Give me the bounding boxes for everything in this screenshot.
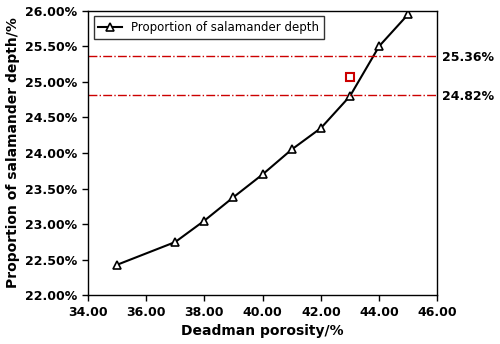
Proportion of salamander depth (347, 94, 353, 98)
Proportion of salamander depth (260, 172, 266, 176)
Proportion of salamander depth (376, 44, 382, 48)
Proportion of salamander depth (406, 12, 411, 16)
Y-axis label: Proportion of salamander depth/%: Proportion of salamander depth/% (6, 18, 20, 289)
Proportion of salamander depth (318, 126, 324, 130)
Line: Proportion of salamander depth: Proportion of salamander depth (113, 10, 412, 269)
Proportion of salamander depth (172, 240, 178, 244)
Proportion of salamander depth (114, 263, 120, 267)
Proportion of salamander depth (202, 219, 207, 223)
Proportion of salamander depth (289, 147, 295, 151)
Proportion of salamander depth (230, 195, 236, 199)
X-axis label: Deadman porosity/%: Deadman porosity/% (182, 324, 344, 338)
Legend: Proportion of salamander depth: Proportion of salamander depth (94, 17, 324, 39)
